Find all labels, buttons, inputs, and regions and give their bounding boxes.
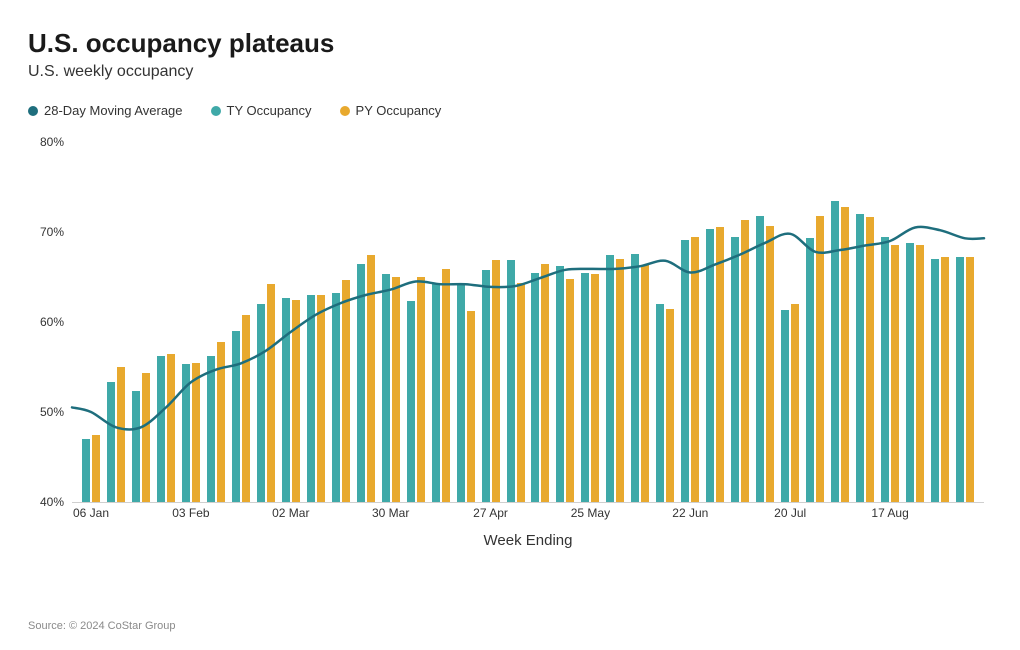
chart-title: U.S. occupancy plateaus <box>28 28 992 59</box>
plot-area <box>72 142 984 502</box>
x-tick-label: 20 Jul <box>774 506 806 520</box>
y-tick-label: 70% <box>28 225 64 239</box>
y-tick-label: 50% <box>28 405 64 419</box>
x-axis-title: Week Ending <box>72 532 984 549</box>
legend-item-py: PY Occupancy <box>340 103 442 118</box>
x-tick-label: 17 Aug <box>871 506 908 520</box>
legend-dot-moving-avg-icon <box>28 106 38 116</box>
legend-label-py: PY Occupancy <box>356 103 442 118</box>
source-citation: Source: © 2024 CoStar Group <box>28 620 176 632</box>
legend: 28-Day Moving Average TY Occupancy PY Oc… <box>28 103 992 118</box>
x-tick-label: 27 Apr <box>473 506 508 520</box>
y-tick-label: 80% <box>28 135 64 149</box>
x-tick-label: 06 Jan <box>73 506 109 520</box>
legend-item-ty: TY Occupancy <box>211 103 312 118</box>
x-tick-label: 25 May <box>571 506 610 520</box>
moving-average-line <box>72 142 984 502</box>
y-tick-label: 60% <box>28 315 64 329</box>
legend-label-moving-avg: 28-Day Moving Average <box>44 103 183 118</box>
legend-label-ty: TY Occupancy <box>227 103 312 118</box>
legend-item-moving-avg: 28-Day Moving Average <box>28 103 183 118</box>
x-tick-label: 30 Mar <box>372 506 409 520</box>
x-tick-label: 03 Feb <box>172 506 209 520</box>
x-tick-label: 02 Mar <box>272 506 309 520</box>
legend-dot-py-icon <box>340 106 350 116</box>
chart-subtitle: U.S. weekly occupancy <box>28 63 992 81</box>
y-tick-label: 40% <box>28 495 64 509</box>
x-tick-label: 22 Jun <box>672 506 708 520</box>
chart-area: 40% 50% 60% 70% 80% 06 Jan 03 Feb 02 Mar 30 Mar… <box>28 134 988 554</box>
legend-dot-ty-icon <box>211 106 221 116</box>
